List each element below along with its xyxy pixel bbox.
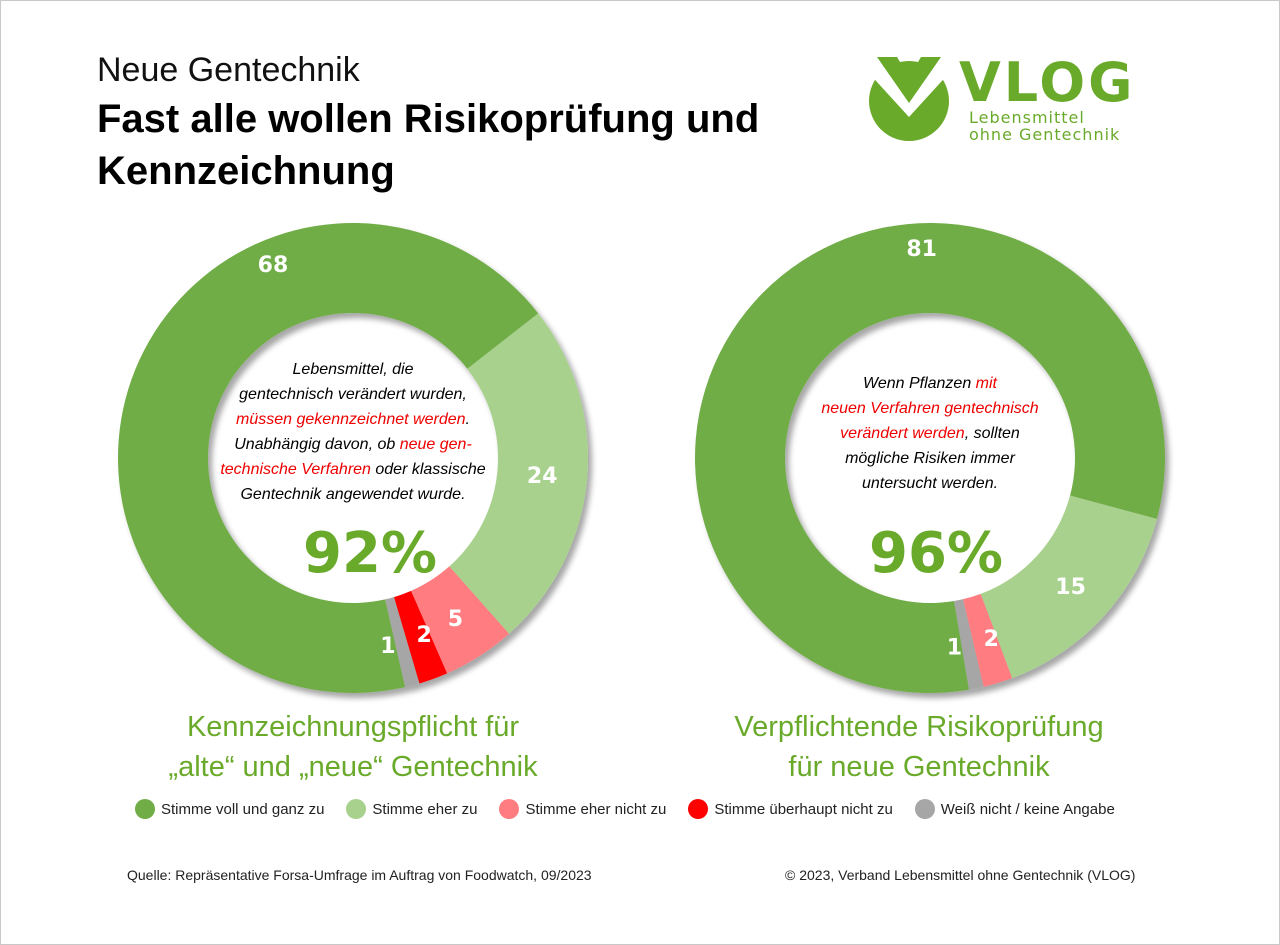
logo-name: VLOG	[959, 51, 1136, 114]
source-note: Quelle: Repräsentative Forsa-Umfrage im …	[127, 867, 592, 883]
q2-text: , sollten	[964, 425, 1020, 442]
q1-line: müssen gekennzeichnet werden.	[203, 407, 503, 432]
data-label: 5	[448, 607, 463, 632]
q1-line: Lebensmittel, die	[292, 361, 414, 378]
page-title: Fast alle wollen Risikoprüfung und Kennz…	[97, 97, 760, 193]
legend-swatch	[346, 799, 367, 819]
legend-swatch	[499, 799, 520, 819]
logo-line1: Lebensmittel	[969, 108, 1085, 127]
logo-line2: ohne Gentechnik	[969, 125, 1121, 144]
donut-2	[694, 223, 1165, 693]
data-label: 1	[380, 634, 395, 659]
donut-slice	[411, 566, 510, 674]
title-line: Kennzeichnungspflicht für	[186, 711, 520, 743]
legend-item: Stimme eher zu	[346, 799, 477, 819]
donut-1	[118, 222, 588, 693]
data-label: 81	[906, 237, 937, 262]
q1-text: oder klassische	[370, 461, 486, 478]
total-1: 92%	[303, 521, 438, 586]
q1-text: .	[465, 411, 470, 428]
legend-swatch	[135, 799, 155, 819]
q2-highlight: mit	[975, 375, 997, 392]
title-line: für neue Gentechnik	[788, 751, 1050, 783]
data-label: 1	[947, 635, 962, 660]
legend-label: Weiß nicht / keine Angabe	[940, 800, 1115, 818]
question-2: Wenn Pflanzen mit neuen Verfahren gentec…	[780, 371, 1080, 496]
copyright: © 2023, Verband Lebensmittel ohne Gentec…	[785, 867, 1136, 883]
q1-line: technische Verfahren oder klassische	[203, 457, 503, 482]
title-line: „alte“ und „neue“ Gentechnik	[168, 751, 538, 783]
q1-text: Unabhängig davon, ob	[234, 436, 400, 453]
donut-slice	[385, 597, 420, 688]
title-line: Verpflichtende Risikoprüfung	[734, 711, 1104, 743]
donut-slice	[449, 313, 588, 634]
q1-line: Gentechnik angewendet wurde.	[240, 486, 466, 503]
chart-title-1: Kennzeichnungspflicht für „alte“ und „ne…	[103, 707, 603, 787]
legend-item: Weiß nicht / keine Angabe	[914, 799, 1115, 819]
legend-label: Stimme überhaupt nicht zu	[714, 800, 893, 818]
legend-label: Stimme eher zu	[372, 800, 478, 818]
donut-slice	[963, 593, 1013, 687]
total-2: 96%	[869, 521, 1004, 586]
data-label: 2	[984, 627, 999, 652]
q1-line: Unabhängig davon, ob neue gen-	[203, 432, 503, 457]
q2-highlight: neuen Verfahren gentechnisch	[821, 400, 1039, 417]
q1-highlight: müssen gekennzeichnet werden	[236, 411, 466, 428]
kicker: Neue Gentechnik	[97, 51, 360, 89]
q2-line: Wenn Pflanzen mit	[780, 371, 1080, 396]
q2-line: untersucht werden.	[861, 475, 999, 492]
q2-line: verändert werden, sollten	[780, 421, 1080, 446]
legend: Stimme voll und ganz zu Stimme eher zu S…	[135, 799, 1115, 819]
donut-slice	[980, 495, 1157, 679]
legend-swatch	[914, 799, 935, 819]
q2-line: mögliche Risiken immer	[845, 450, 1015, 467]
vlog-check-icon	[867, 57, 951, 141]
q2-text: Wenn Pflanzen	[863, 375, 976, 392]
vlog-logo: VLOG Lebensmittel ohne Gentechnik	[867, 51, 1137, 147]
donut-slice	[393, 590, 448, 684]
data-label: 68	[258, 253, 289, 278]
legend-label: Stimme eher nicht zu	[525, 800, 667, 818]
legend-item: Stimme voll und ganz zu	[135, 799, 324, 819]
chart-title-2: Verpflichtende Risikoprüfung für neue Ge…	[669, 707, 1169, 787]
legend-item: Stimme eher nicht zu	[499, 799, 666, 819]
q1-line: gentechnisch verändert wurden,	[239, 386, 467, 403]
legend-swatch	[688, 799, 709, 819]
data-label: 2	[417, 623, 432, 648]
legend-item: Stimme überhaupt nicht zu	[688, 799, 893, 819]
data-label: 24	[527, 464, 558, 489]
donut-slice	[954, 599, 984, 690]
q1-highlight: technische Verfahren	[220, 461, 371, 478]
q1-highlight: neue gen-	[399, 436, 472, 453]
legend-label: Stimme voll und ganz zu	[161, 800, 325, 818]
q2-highlight: verändert werden	[840, 425, 965, 442]
donut-slice	[118, 222, 539, 693]
data-label: 15	[1055, 575, 1086, 600]
donut-slice	[694, 223, 1165, 693]
question-1: Lebensmittel, die gentechnisch verändert…	[203, 357, 503, 507]
